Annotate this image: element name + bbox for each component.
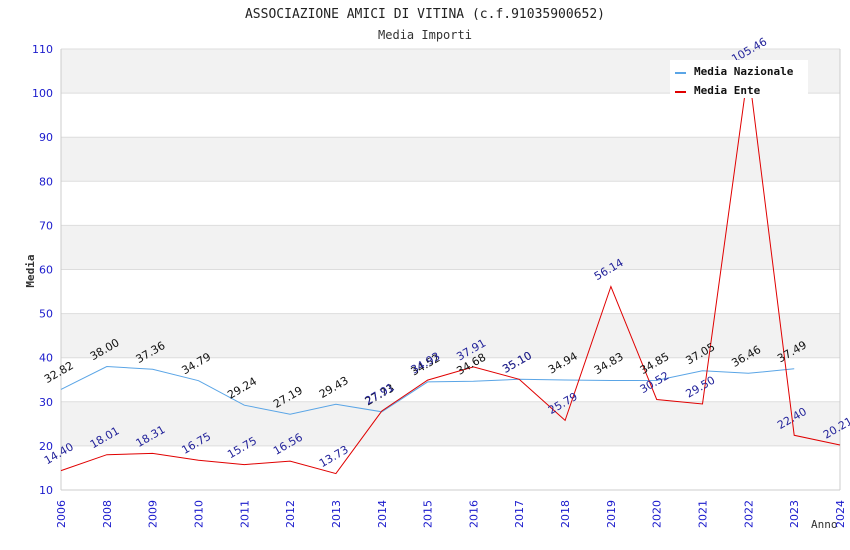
axes xyxy=(60,49,841,491)
x-tick-label: 2018 xyxy=(559,500,572,528)
x-tick-label: 2008 xyxy=(101,500,114,528)
legend-label-nazionale: Media Nazionale xyxy=(694,65,794,78)
y-tick-label: 100 xyxy=(32,87,53,100)
x-tick-label: 2011 xyxy=(238,500,251,528)
plot-band xyxy=(61,181,840,226)
plot-band xyxy=(61,357,840,402)
x-tick-label: 2014 xyxy=(376,500,389,528)
plot-band xyxy=(61,401,840,446)
y-tick-label: 20 xyxy=(39,440,53,453)
y-tick-label: 10 xyxy=(39,484,53,497)
y-axis-label: Media xyxy=(24,254,37,287)
chart-subtitle: Media Importi xyxy=(378,28,472,42)
y-tick-label: 70 xyxy=(39,219,53,232)
plot-band xyxy=(61,93,840,138)
y-tick-labels: 10 20 30 40 50 60 70 80 90 100 110 xyxy=(32,43,53,497)
legend: Media Nazionale Media Ente xyxy=(670,60,808,98)
x-tick-label: 2020 xyxy=(651,500,664,528)
x-tick-labels: 2006 2008 2009 2010 2011 2012 2013 2014 2015 2016… xyxy=(55,500,847,528)
chart-title: ASSOCIAZIONE AMICI DI VITINA (c.f.910359… xyxy=(245,7,605,22)
x-tick-label: 2015 xyxy=(422,500,435,528)
y-tick-label: 40 xyxy=(39,352,53,365)
plot-band xyxy=(61,269,840,314)
plot-band xyxy=(61,313,840,358)
y-tick-label: 30 xyxy=(39,396,53,409)
legend-swatch-ente xyxy=(675,91,686,93)
y-tick-label: 110 xyxy=(32,43,53,56)
legend-label-ente: Media Ente xyxy=(694,84,761,97)
legend-box xyxy=(670,60,808,98)
plot-band xyxy=(61,225,840,270)
x-tick-label: 2017 xyxy=(513,500,526,528)
plot-band xyxy=(61,137,840,182)
x-axis-label: Anno xyxy=(811,518,838,531)
y-tick-label: 90 xyxy=(39,131,53,144)
x-tick-label: 2022 xyxy=(742,500,755,528)
x-tick-label: 2010 xyxy=(192,500,205,528)
plot-background xyxy=(61,49,840,490)
x-tick-label: 2021 xyxy=(697,500,710,528)
y-tick-label: 80 xyxy=(39,175,53,188)
x-tick-label: 2024 xyxy=(834,500,847,528)
series-line-ente xyxy=(60,68,841,475)
x-tick-label: 2023 xyxy=(788,500,801,528)
y-tick-label: 50 xyxy=(39,308,53,321)
legend-swatch-nazionale xyxy=(675,72,686,74)
x-tick-label: 2019 xyxy=(605,500,618,528)
x-tick-label: 2006 xyxy=(55,500,68,528)
plot-band xyxy=(61,445,840,490)
x-tick-label: 2013 xyxy=(330,500,343,528)
x-tick-label: 2012 xyxy=(284,500,297,528)
x-tick-label: 2009 xyxy=(147,500,160,528)
x-tick-label: 2016 xyxy=(467,500,480,528)
y-tick-label: 60 xyxy=(39,264,53,277)
